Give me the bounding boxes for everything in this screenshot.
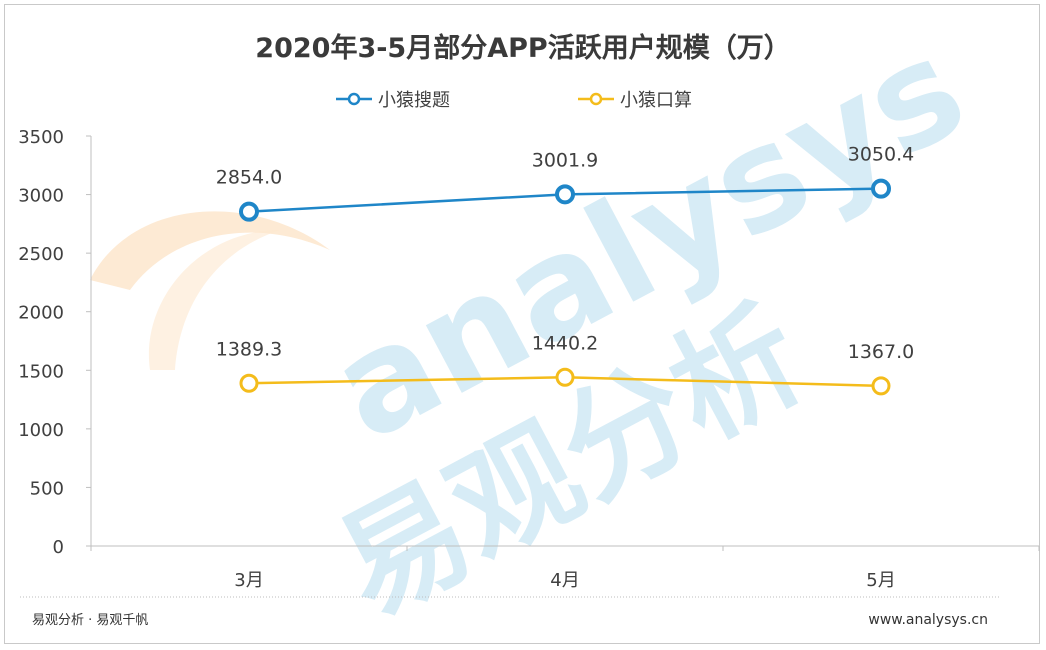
y-tick-label: 500 bbox=[30, 478, 64, 499]
legend-item-series-1[interactable]: 小猿搜题 bbox=[336, 90, 450, 111]
legend-item-series-2[interactable]: 小猿口算 bbox=[578, 90, 692, 111]
data-point[interactable] bbox=[555, 184, 575, 205]
x-tick-label: 5月 bbox=[866, 570, 895, 591]
y-tick-label: 3500 bbox=[18, 127, 64, 148]
legend: 小猿搜题 小猿口算 bbox=[336, 90, 692, 111]
data-label: 1389.3 bbox=[216, 338, 282, 360]
y-tick-label: 1000 bbox=[18, 420, 64, 441]
data-label: 1440.2 bbox=[532, 332, 598, 354]
legend-marker-series-1 bbox=[347, 92, 361, 106]
y-tick-label: 2000 bbox=[18, 303, 64, 324]
y-axis: 0 500 1000 1500 2000 2500 3000 3500 bbox=[18, 127, 92, 558]
watermark: analysys 易观分析 bbox=[90, 7, 989, 644]
data-point[interactable] bbox=[239, 201, 259, 222]
x-axis: 3月 4月 5月 bbox=[90, 545, 1040, 591]
footer-website: www.analysys.cn bbox=[868, 612, 988, 628]
legend-marker-series-2 bbox=[589, 92, 603, 106]
y-tick-label: 3000 bbox=[18, 186, 64, 207]
data-point[interactable] bbox=[239, 373, 259, 393]
data-label: 1367.0 bbox=[848, 341, 914, 363]
chart-title: 2020年3-5月部分APP活跃用户规模（万） bbox=[255, 32, 790, 64]
x-tick-label: 4月 bbox=[550, 570, 579, 591]
data-label: 3050.4 bbox=[848, 144, 914, 166]
series-layer: 2854.0 3001.9 3050.4 1389.3 1440.2 1367.0 bbox=[216, 144, 914, 396]
legend-label-series-2: 小猿口算 bbox=[620, 90, 692, 111]
y-tick-label: 0 bbox=[53, 537, 64, 558]
footer-source: 易观分析 · 易观千帆 bbox=[32, 613, 148, 628]
y-tick-label: 2500 bbox=[18, 244, 64, 265]
legend-label-series-1: 小猿搜题 bbox=[378, 90, 450, 111]
watermark-swoosh-inner bbox=[148, 230, 280, 370]
data-label: 3001.9 bbox=[532, 149, 598, 171]
data-point[interactable] bbox=[871, 376, 891, 396]
series-2: 1389.3 1440.2 1367.0 bbox=[216, 332, 914, 396]
data-point[interactable] bbox=[871, 178, 891, 199]
series-1: 2854.0 3001.9 3050.4 bbox=[216, 144, 914, 222]
x-tick-label: 3月 bbox=[234, 570, 263, 591]
data-label: 2854.0 bbox=[216, 167, 282, 189]
y-tick-label: 1500 bbox=[18, 361, 64, 382]
data-point[interactable] bbox=[555, 367, 575, 387]
